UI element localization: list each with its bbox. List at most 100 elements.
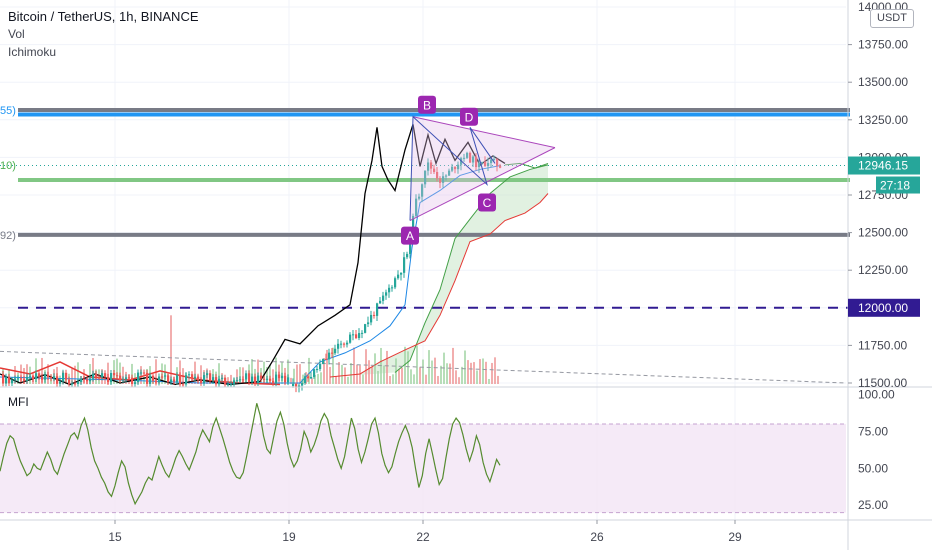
volume-bar <box>326 349 328 384</box>
candle-body <box>337 343 340 349</box>
volume-bar <box>20 364 22 384</box>
pattern-label: A <box>406 229 414 243</box>
candle-body <box>137 372 140 383</box>
candle-body <box>26 376 29 381</box>
volume-bar <box>263 361 265 384</box>
candle-body <box>295 383 298 388</box>
tag-bg <box>848 156 920 175</box>
volume-bar <box>311 378 313 384</box>
candle-body <box>155 380 158 383</box>
candle-body <box>98 377 101 379</box>
candle-body <box>466 152 469 158</box>
mfi-tick-label: 75.00 <box>858 424 888 438</box>
candle-body <box>41 376 44 380</box>
mfi-tick-label: 50.00 <box>858 461 888 475</box>
volume-bar <box>170 315 172 384</box>
candle-body <box>107 376 110 382</box>
price-axis[interactable]: 13750.0013500.0013250.0013000.0012750.00… <box>847 0 920 550</box>
candle-body <box>131 377 134 385</box>
volume-bar <box>446 363 448 384</box>
price-tick-label: 13500.00 <box>858 75 908 89</box>
future-span <box>504 162 549 169</box>
candle-body <box>23 379 26 381</box>
candle-body <box>176 375 179 382</box>
volume-bar <box>440 365 442 384</box>
tag-text: 27:18 <box>880 179 910 193</box>
candle-body <box>128 377 131 379</box>
volume-bar <box>353 347 355 384</box>
volume-bar <box>296 364 298 384</box>
indicator-vol-label[interactable]: Vol <box>8 27 25 41</box>
candle-body <box>442 176 445 183</box>
volume-bar <box>317 373 319 384</box>
candle-body <box>248 373 251 383</box>
volume-bar <box>464 350 466 384</box>
candle-body <box>194 376 197 379</box>
candle-body <box>266 378 269 380</box>
candle-body <box>149 375 152 384</box>
price-tick-label: 12250.00 <box>858 263 908 277</box>
volume-bar <box>293 368 295 384</box>
candle-body <box>62 372 65 382</box>
volume-bar <box>179 360 181 384</box>
pattern-drawing[interactable]: A B C D <box>401 95 556 245</box>
mfi-title[interactable]: MFI <box>8 395 29 409</box>
currency-button[interactable]: USDT <box>870 9 914 28</box>
volume-bar <box>377 370 379 384</box>
volume-bar <box>479 359 481 384</box>
candle-body <box>394 278 397 288</box>
tag-text: 12000.00 <box>858 301 908 315</box>
candle-body <box>349 334 352 343</box>
volume-bar <box>275 357 277 384</box>
indicator-ichimoku-label[interactable]: Ichimoku <box>8 45 57 59</box>
candle-body <box>152 375 155 381</box>
volume-bar <box>332 347 334 384</box>
candle-body <box>125 377 128 380</box>
candle-body <box>245 373 248 380</box>
candle-body <box>472 156 475 163</box>
volume-bar <box>266 367 268 384</box>
tag-text: 12946.15 <box>858 159 908 173</box>
candle-body <box>170 379 173 383</box>
candle-body <box>451 166 454 171</box>
volume-bar <box>299 364 301 384</box>
volume-bar <box>290 377 292 384</box>
candle-body <box>122 379 125 381</box>
volume-bar <box>74 365 76 384</box>
candle-body <box>32 375 35 379</box>
candle-body <box>173 379 176 382</box>
volume-bar <box>236 369 238 384</box>
candle-body <box>206 373 209 376</box>
candle-body <box>89 378 92 382</box>
candle-body <box>251 376 254 383</box>
triangle-lower <box>409 147 556 222</box>
volume-bar <box>467 360 469 384</box>
volume-bar <box>473 362 475 384</box>
candle-body <box>227 384 230 386</box>
candle-body <box>493 158 496 160</box>
candle-body <box>230 384 233 386</box>
volume-bar <box>218 363 220 384</box>
candle-body <box>242 379 245 381</box>
time-axis[interactable]: 15 19 22 26 29 <box>0 519 932 544</box>
candle-body <box>113 372 116 376</box>
volume-bar <box>323 358 325 384</box>
candle-body <box>412 215 415 231</box>
candle-body <box>481 161 484 163</box>
countdown-tag: 27:18 <box>876 176 920 194</box>
pattern-point-b: B <box>418 95 436 114</box>
candle-body <box>134 382 137 385</box>
volume-bar <box>497 375 499 384</box>
candle-body <box>209 373 212 381</box>
volume-bar <box>407 351 409 384</box>
pattern-badge <box>418 95 436 114</box>
candle-body <box>5 376 8 384</box>
candle-body <box>203 375 206 383</box>
last-price-tag: 12946.15 <box>848 156 920 175</box>
candle-body <box>236 380 239 382</box>
symbol-title[interactable]: Bitcoin / TetherUS, 1h, BINANCE <box>8 9 199 24</box>
candle-body <box>487 163 490 166</box>
candle-body <box>445 175 448 177</box>
candle-body <box>316 369 319 371</box>
